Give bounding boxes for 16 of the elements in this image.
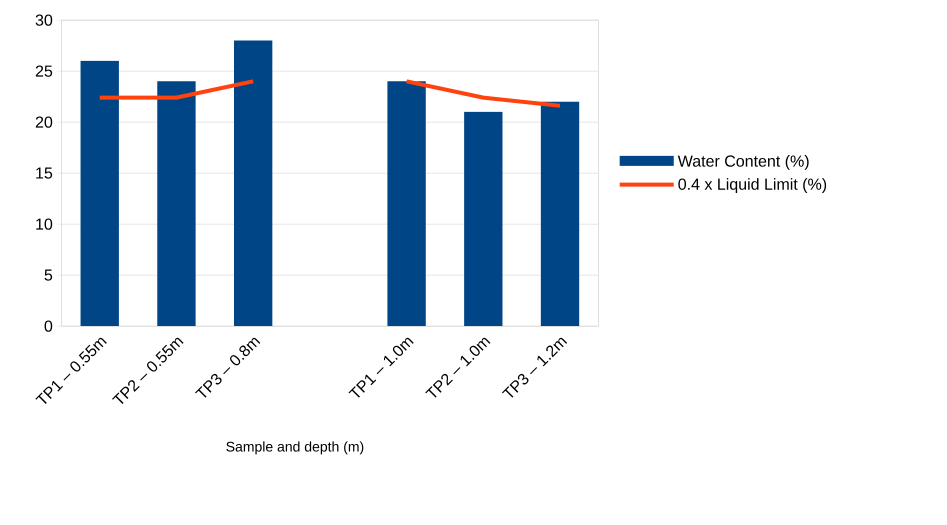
y-tick-label: 0 — [44, 320, 52, 332]
y-tick-label: 25 — [36, 65, 52, 77]
y-tick-label: 10 — [36, 218, 52, 230]
bar — [464, 112, 502, 326]
y-tick-label: 5 — [44, 270, 52, 281]
y-tick-label: 20 — [36, 116, 52, 128]
bar — [80, 60, 119, 326]
y-tick-label: 30 — [36, 14, 52, 26]
y-tick-label: 15 — [36, 168, 52, 179]
bar — [157, 81, 196, 326]
x-axis-title: Sample and depth (m) — [226, 441, 364, 454]
bar — [387, 81, 426, 326]
bar — [234, 40, 272, 326]
bar — [540, 102, 580, 326]
legend-label: Water Content (%) — [678, 155, 809, 170]
legend-label: 0.4 x Liquid Limit (%) — [678, 178, 826, 194]
